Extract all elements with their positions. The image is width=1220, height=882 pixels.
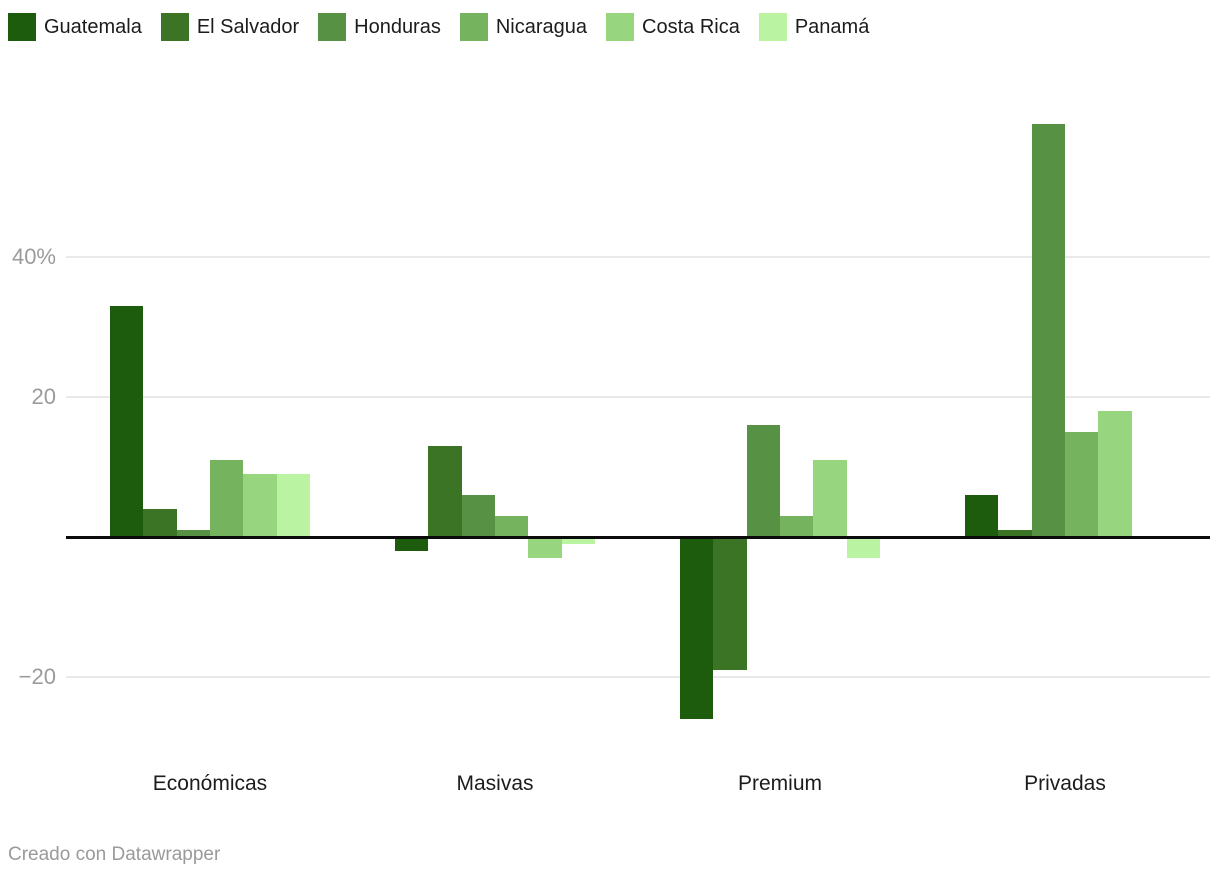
bar-costa-rica-privadas <box>1098 411 1132 537</box>
attribution: Creado con Datawrapper <box>8 844 220 866</box>
x-label-masivas: Masivas <box>456 772 534 795</box>
legend-swatch-guatemala <box>8 13 36 41</box>
attribution-text: Creado con Datawrapper <box>8 844 221 865</box>
x-label-economicas: Económicas <box>152 772 268 795</box>
legend-swatch-el-salvador <box>160 13 189 41</box>
y-tick-40: 40% <box>11 244 56 269</box>
legend-item-costa-rica: Costa Rica <box>606 13 740 41</box>
gridline--20 <box>66 676 1210 678</box>
bar-guatemala-privadas <box>965 495 999 537</box>
bar-panama-economicas <box>276 474 310 537</box>
bar-panama-masivas <box>561 537 595 544</box>
bar-honduras-economicas <box>176 530 210 537</box>
bar-el-salvador-privadas <box>998 530 1032 537</box>
bar-honduras-masivas <box>461 495 495 537</box>
bar-honduras-privadas <box>1031 124 1065 537</box>
gridline-40 <box>66 256 1210 258</box>
bar-el-salvador-masivas <box>428 446 462 537</box>
y-tick--20: −20 <box>18 664 56 689</box>
bar-nicaragua-premium <box>780 516 814 537</box>
legend-label-el-salvador: El Salvador <box>196 16 300 38</box>
legend-swatch-honduras <box>318 13 347 41</box>
bar-guatemala-premium <box>680 537 714 719</box>
legend-swatch-panama <box>758 13 787 41</box>
bar-el-salvador-premium <box>713 537 747 670</box>
legend-item-guatemala: Guatemala <box>8 13 142 41</box>
bar-costa-rica-economicas <box>243 474 277 537</box>
legend-swatch-nicaragua <box>459 13 488 41</box>
legend-label-honduras: Honduras <box>354 16 441 38</box>
legend-item-panama: Panamá <box>758 13 870 41</box>
bar-costa-rica-masivas <box>528 537 562 558</box>
chart-legend: Guatemala El Salvador Honduras Nicaragua Cos… <box>8 13 869 41</box>
legend-label-nicaragua: Nicaragua <box>495 16 588 38</box>
bar-costa-rica-premium <box>813 460 847 537</box>
legend-swatch-costa-rica <box>606 13 635 41</box>
bar-guatemala-economicas <box>110 306 144 537</box>
x-label-privadas: Privadas <box>1024 772 1106 795</box>
bar-nicaragua-masivas <box>495 516 529 537</box>
bar-nicaragua-privadas <box>1065 432 1099 537</box>
legend-label-guatemala: Guatemala <box>44 16 142 38</box>
bar-panama-premium <box>846 537 880 558</box>
bar-nicaragua-economicas <box>210 460 244 537</box>
legend-label-costa-rica: Costa Rica <box>642 16 740 38</box>
legend-item-honduras: Honduras <box>318 13 441 41</box>
bar-el-salvador-economicas <box>143 509 177 537</box>
legend-item-el-salvador: El Salvador <box>160 13 300 41</box>
y-tick-20: 20 <box>31 384 56 409</box>
bar-guatemala-masivas <box>395 537 429 551</box>
legend-label-panama: Panamá <box>794 16 870 38</box>
bar-honduras-premium <box>746 425 780 537</box>
x-label-premium: Premium <box>737 772 822 795</box>
gridline-20 <box>66 396 1210 398</box>
x-axis-baseline <box>66 536 1210 539</box>
legend-item-nicaragua: Nicaragua <box>459 13 588 41</box>
